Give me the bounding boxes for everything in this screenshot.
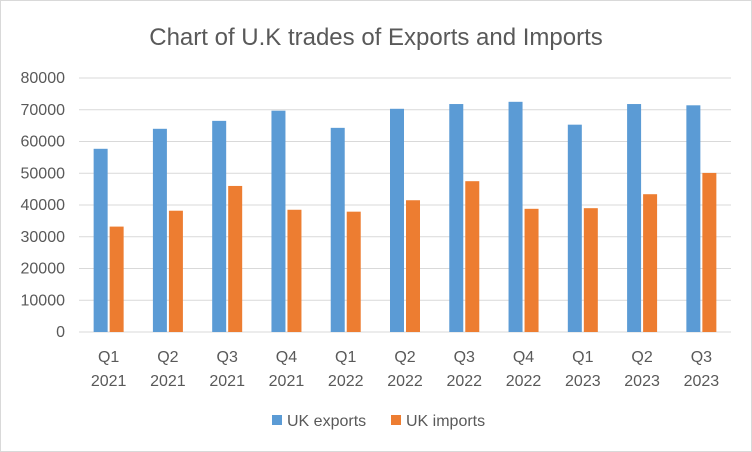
x-tick-label: Q3 xyxy=(691,349,712,366)
bar-uk-exports xyxy=(449,104,464,332)
bar-uk-imports xyxy=(583,208,598,332)
bar-uk-imports xyxy=(287,209,302,332)
y-tick-label: 20000 xyxy=(21,261,66,278)
bar-uk-imports xyxy=(406,200,420,332)
y-tick-label: 70000 xyxy=(21,102,66,119)
x-tick-label: Q2 xyxy=(157,349,178,366)
bar-uk-exports xyxy=(686,105,701,333)
y-tick-label: 30000 xyxy=(21,229,66,246)
legend-swatch xyxy=(272,415,282,425)
x-tick-label: Q2 xyxy=(394,349,415,366)
y-tick-label: 40000 xyxy=(21,197,66,214)
bar-uk-imports xyxy=(109,226,124,332)
x-tick-label: Q4 xyxy=(276,349,297,366)
bar-uk-imports xyxy=(465,181,480,332)
bar-uk-exports xyxy=(567,124,582,332)
y-axis-labels: 0 10000 20000 30000 40000 50000 60000 70000 8000… xyxy=(21,70,66,341)
bar-uk-imports xyxy=(346,211,361,332)
y-tick-label: 80000 xyxy=(21,70,66,87)
x-tick-label: Q2 xyxy=(631,349,652,366)
legend-swatch xyxy=(391,415,401,425)
x-tick-label: 2023 xyxy=(624,373,660,390)
legend-label: UK exports xyxy=(287,413,366,430)
x-tick-label: 2022 xyxy=(328,373,364,390)
legend-label: UK imports xyxy=(406,413,485,430)
bar-uk-exports xyxy=(330,127,345,332)
bar-uk-imports xyxy=(228,185,243,332)
y-tick-label: 10000 xyxy=(21,292,66,309)
x-tick-label: Q1 xyxy=(572,349,593,366)
y-tick-label: 50000 xyxy=(21,165,66,182)
bar-uk-exports xyxy=(390,108,404,332)
x-tick-label: 2022 xyxy=(506,373,542,390)
legend: UK exports UK imports xyxy=(272,413,485,430)
x-tick-label: Q1 xyxy=(98,349,119,366)
x-tick-label: 2021 xyxy=(209,373,245,390)
bar-uk-exports xyxy=(93,148,108,332)
bar-uk-exports xyxy=(212,120,227,332)
bar-uk-imports xyxy=(168,210,183,332)
bar-uk-exports xyxy=(627,104,642,332)
y-tick-label: 60000 xyxy=(21,134,66,151)
x-tick-label: 2021 xyxy=(269,373,305,390)
bar-uk-exports xyxy=(271,110,286,332)
x-tick-label: 2021 xyxy=(150,373,186,390)
y-tick-label: 0 xyxy=(56,324,65,341)
x-tick-label: 2023 xyxy=(565,373,601,390)
x-tick-label: Q3 xyxy=(217,349,238,366)
x-tick-label: Q4 xyxy=(513,349,534,366)
bar-uk-exports xyxy=(152,128,167,332)
bar-uk-exports xyxy=(508,101,523,332)
bars xyxy=(93,101,717,333)
x-tick-label: 2023 xyxy=(684,373,720,390)
x-tick-label: 2021 xyxy=(91,373,127,390)
x-tick-label: 2022 xyxy=(387,373,423,390)
chart-title: Chart of U.K trades of Exports and Impor… xyxy=(149,24,603,51)
x-tick-label: Q1 xyxy=(335,349,356,366)
x-tick-label: 2022 xyxy=(446,373,482,390)
x-axis-labels: Q1 2021 Q2 2021 Q3 2021 Q4 2021 Q1 2022 Q2 2022 Q3 20… xyxy=(91,349,719,390)
gridlines xyxy=(79,77,731,333)
bar-uk-imports xyxy=(643,194,658,332)
bar-uk-imports xyxy=(524,208,539,332)
bar-uk-imports xyxy=(702,172,717,332)
x-tick-label: Q3 xyxy=(454,349,475,366)
